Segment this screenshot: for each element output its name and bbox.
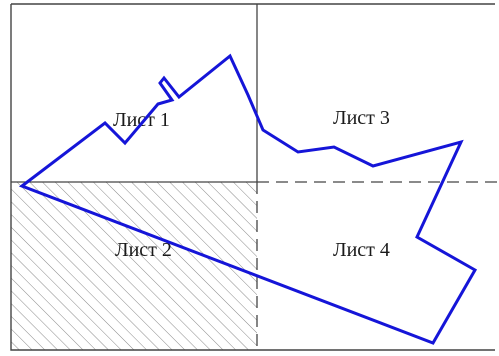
sheet-3-label: Лист 3 — [333, 107, 390, 129]
sheet-2-hatched-area — [11, 182, 257, 350]
boundary-contour — [18, 53, 478, 345]
sheet-frame — [10, 4, 495, 351]
sheet-4-label: Лист 4 — [333, 239, 390, 261]
sheet-2-label: Лист 2 — [115, 239, 172, 261]
sheet-1-label: Лист 1 — [113, 109, 170, 131]
